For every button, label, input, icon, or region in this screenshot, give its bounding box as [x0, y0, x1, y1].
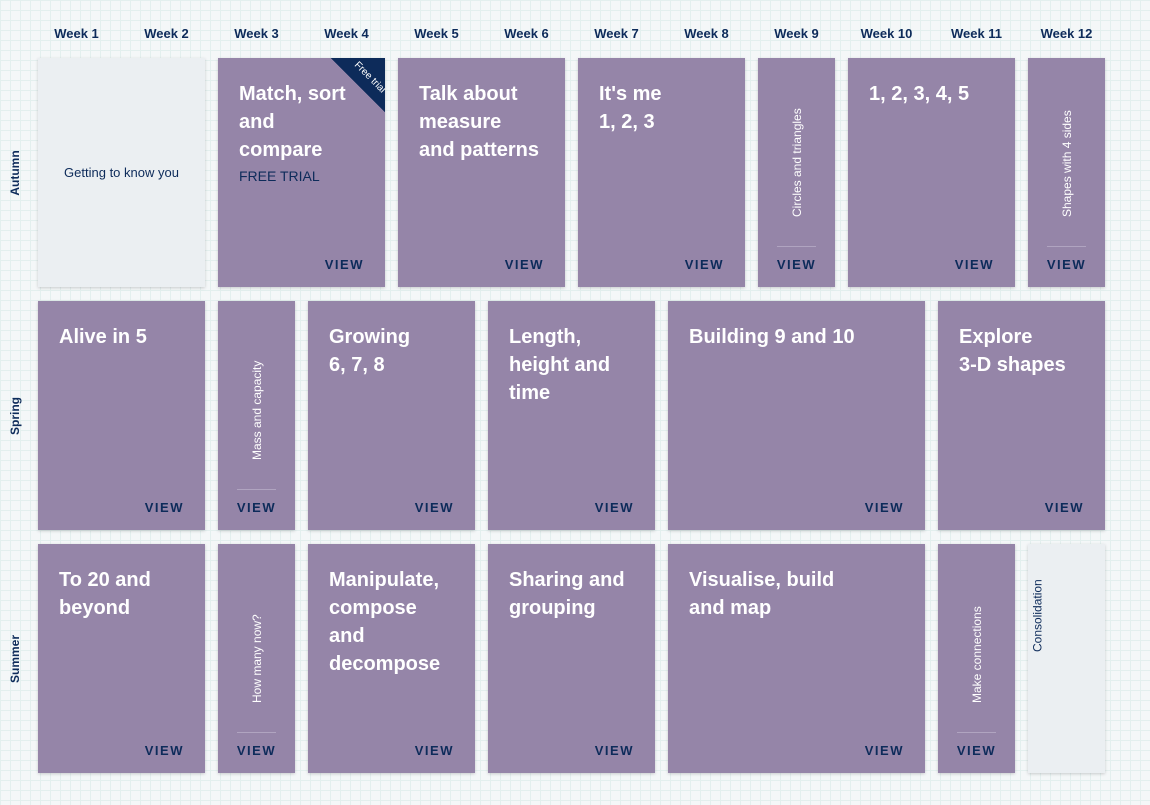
view-link[interactable]: VIEW — [1044, 500, 1084, 515]
free-trial-ribbon: Free trial — [331, 58, 385, 112]
unit-title: Visualise, build and map — [689, 569, 835, 619]
week-label: Week 7 — [594, 26, 639, 41]
view-link[interactable]: VIEW — [864, 500, 904, 515]
week-label: Week 8 — [684, 26, 729, 41]
unit-card[interactable]: Alive in 5 VIEW — [38, 301, 205, 530]
unit-card[interactable]: How many now? VIEW — [218, 544, 295, 773]
unit-title: Shapes with 4 sides — [1059, 110, 1074, 217]
view-link[interactable]: VIEW — [324, 257, 364, 272]
unit-title: Length, height and time — [509, 326, 611, 404]
divider — [1047, 246, 1086, 247]
unit-card[interactable]: Talk about measure and patterns VIEW — [398, 58, 565, 287]
week-label: Week 3 — [234, 26, 279, 41]
unit-card[interactable]: Shapes with 4 sides VIEW — [1028, 58, 1105, 287]
unit-title: Circles and triangles — [789, 108, 804, 217]
unit-card[interactable]: Manipulate, compose and decompose VIEW — [308, 544, 475, 773]
unit-card[interactable]: Make connections VIEW — [938, 544, 1015, 773]
unit-title: Growing 6, 7, 8 — [329, 326, 411, 376]
week-label: Week 12 — [1040, 26, 1093, 41]
view-link[interactable]: VIEW — [594, 743, 634, 758]
unit-card[interactable]: Explore 3-D shapes VIEW — [938, 301, 1105, 530]
unit-card[interactable]: Mass and capacity VIEW — [218, 301, 295, 530]
week-label: Week 11 — [950, 26, 1003, 41]
view-link[interactable]: VIEW — [504, 257, 544, 272]
week-label: Week 5 — [414, 26, 459, 41]
term-row-label: Autumn — [0, 58, 30, 287]
free-trial-label: FREE TRIAL — [239, 168, 320, 184]
divider — [237, 732, 276, 733]
unit-card[interactable]: 1, 2, 3, 4, 5 VIEW — [848, 58, 1015, 287]
divider — [237, 489, 276, 490]
unit-title: It's me 1, 2, 3 — [599, 83, 662, 133]
unit-card[interactable]: Length, height and time VIEW — [488, 301, 655, 530]
divider — [957, 732, 996, 733]
view-link[interactable]: VIEW — [144, 500, 184, 515]
scheme-grid: Getting to know you Match, sort and compa… — [38, 58, 1105, 773]
view-link[interactable]: VIEW — [594, 500, 634, 515]
unit-title: Getting to know you — [64, 165, 179, 180]
divider — [777, 246, 816, 247]
unit-title: Consolidation — [1030, 578, 1045, 652]
ribbon-label: Free trial — [351, 59, 385, 96]
unit-card[interactable]: Consolidation — [1028, 544, 1105, 773]
week-label: Week 2 — [144, 26, 189, 41]
view-link[interactable]: VIEW — [1046, 257, 1087, 272]
week-label: Week 1 — [54, 26, 99, 41]
unit-title: Mass and capacity — [249, 360, 264, 460]
term-row-label: Spring — [0, 301, 30, 530]
view-link[interactable]: VIEW — [954, 257, 994, 272]
unit-card[interactable]: Visualise, build and map VIEW — [668, 544, 925, 773]
unit-card[interactable]: Getting to know you — [38, 58, 205, 287]
view-link[interactable]: VIEW — [414, 743, 454, 758]
unit-card[interactable]: Circles and triangles VIEW — [758, 58, 835, 287]
unit-title: Building 9 and 10 — [689, 326, 855, 348]
unit-title: How many now? — [249, 614, 264, 703]
unit-card[interactable]: To 20 and beyond VIEW — [38, 544, 205, 773]
week-header: Week 1 Week 2 Week 3 Week 4 Week 5 Week 6 Week… — [38, 26, 1105, 41]
unit-title: 1, 2, 3, 4, 5 — [869, 83, 970, 105]
unit-title: Explore 3-D shapes — [959, 326, 1066, 376]
unit-card[interactable]: Match, sort and compare FREE TRIAL Free tr… — [218, 58, 385, 287]
unit-card[interactable]: It's me 1, 2, 3 VIEW — [578, 58, 745, 287]
term-label: Spring — [8, 396, 22, 435]
week-label: Week 6 — [504, 26, 549, 41]
unit-title: Manipulate, compose and decompose — [329, 569, 441, 675]
unit-title: Talk about measure and patterns — [419, 83, 540, 161]
unit-card[interactable]: Building 9 and 10 VIEW — [668, 301, 925, 530]
unit-title: Sharing and grouping — [509, 569, 625, 619]
view-link[interactable]: VIEW — [414, 500, 454, 515]
view-link[interactable]: VIEW — [144, 743, 184, 758]
term-row-label: Summer — [0, 544, 30, 773]
term-labels: Autumn Spring Summer — [0, 58, 30, 787]
week-label: Week 4 — [324, 26, 369, 41]
term-label: Autumn — [8, 149, 22, 196]
view-link[interactable]: VIEW — [236, 743, 277, 758]
unit-card[interactable]: Sharing and grouping VIEW — [488, 544, 655, 773]
week-label: Week 10 — [860, 26, 913, 41]
week-label: Week 9 — [774, 26, 819, 41]
view-link[interactable]: VIEW — [956, 743, 997, 758]
view-link[interactable]: VIEW — [864, 743, 904, 758]
view-link[interactable]: VIEW — [236, 500, 277, 515]
unit-title: To 20 and beyond — [59, 569, 151, 619]
unit-card[interactable]: Growing 6, 7, 8 VIEW — [308, 301, 475, 530]
view-link[interactable]: VIEW — [776, 257, 817, 272]
view-link[interactable]: VIEW — [684, 257, 724, 272]
unit-title: Alive in 5 — [59, 326, 147, 348]
term-label: Summer — [8, 634, 22, 683]
unit-title: Make connections — [969, 606, 984, 703]
